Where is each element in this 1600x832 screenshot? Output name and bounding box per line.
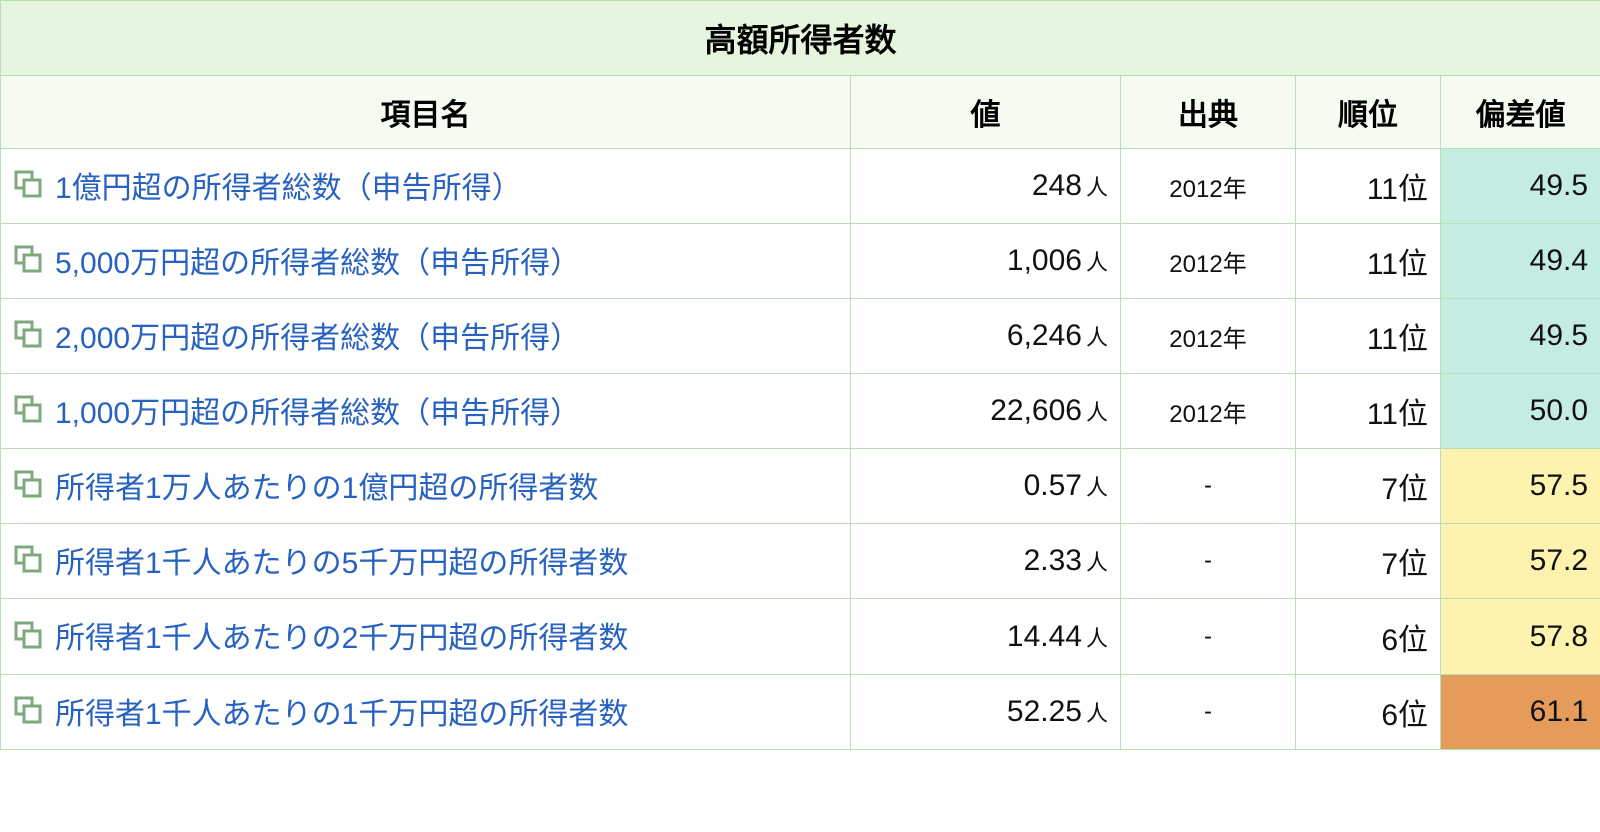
header-dev: 偏差値 <box>1441 76 1600 149</box>
cell-deviation: 49.5 <box>1441 149 1600 224</box>
item-link[interactable]: 所得者1万人あたりの1億円超の所得者数 <box>55 472 598 505</box>
table-row: 所得者1千人あたりの5千万円超の所得者数 2.33人-7位57.2 <box>1 524 1600 599</box>
item-link[interactable]: 所得者1千人あたりの5千万円超の所得者数 <box>55 547 628 580</box>
value-number: 2.33 <box>1024 544 1082 577</box>
table-row: 1億円超の所得者総数（申告所得）248人2012年11位49.5 <box>1 149 1600 224</box>
header-value: 値 <box>851 76 1121 149</box>
item-link[interactable]: 所得者1千人あたりの1千万円超の所得者数 <box>55 698 628 731</box>
table-title: 高額所得者数 <box>1 1 1600 76</box>
value-number: 1,006 <box>1007 244 1082 277</box>
value-unit: 人 <box>1086 250 1108 275</box>
value-number: 0.57 <box>1024 469 1082 502</box>
item-link[interactable]: 2,000万円超の所得者総数（申告所得） <box>55 322 580 355</box>
copy-icon[interactable] <box>13 544 43 582</box>
cell-name: 所得者1千人あたりの1千万円超の所得者数 <box>1 674 851 749</box>
copy-icon[interactable] <box>13 695 43 733</box>
table-row: 所得者1万人あたりの1億円超の所得者数 0.57人-7位57.5 <box>1 449 1600 524</box>
item-link[interactable]: 5,000万円超の所得者総数（申告所得） <box>55 247 580 280</box>
value-number: 52.25 <box>1007 695 1082 728</box>
cell-rank: 7位 <box>1296 449 1441 524</box>
value-number: 6,246 <box>1007 319 1082 352</box>
cell-rank: 11位 <box>1296 149 1441 224</box>
item-link[interactable]: 1億円超の所得者総数（申告所得） <box>55 172 522 205</box>
high-income-table: 高額所得者数 項目名 値 出典 順位 偏差値 1億円超の所得者総数（申告所得） 2… <box>0 0 1600 750</box>
cell-deviation: 49.5 <box>1441 299 1600 374</box>
value-unit: 人 <box>1086 701 1108 726</box>
cell-rank: 11位 <box>1296 299 1441 374</box>
header-rank: 順位 <box>1296 76 1441 149</box>
cell-rank: 11位 <box>1296 224 1441 299</box>
cell-deviation: 61.1 <box>1441 674 1600 749</box>
value-number: 248 <box>1032 169 1082 202</box>
cell-deviation: 57.8 <box>1441 599 1600 674</box>
copy-icon[interactable] <box>13 620 43 658</box>
value-unit: 人 <box>1086 626 1108 651</box>
item-link[interactable]: 所得者1千人あたりの2千万円超の所得者数 <box>55 622 628 655</box>
title-row: 高額所得者数 <box>1 1 1600 76</box>
cell-deviation: 57.5 <box>1441 449 1600 524</box>
value-unit: 人 <box>1086 475 1108 500</box>
cell-source: - <box>1121 599 1296 674</box>
copy-icon[interactable] <box>13 469 43 507</box>
cell-value: 0.57人 <box>851 449 1121 524</box>
item-link[interactable]: 1,000万円超の所得者総数（申告所得） <box>55 397 580 430</box>
header-name: 項目名 <box>1 76 851 149</box>
cell-name: 2,000万円超の所得者総数（申告所得） <box>1 299 851 374</box>
value-unit: 人 <box>1086 325 1108 350</box>
cell-source: 2012年 <box>1121 299 1296 374</box>
table-row: 2,000万円超の所得者総数（申告所得）6,246人2012年11位49.5 <box>1 299 1600 374</box>
cell-value: 22,606人 <box>851 374 1121 449</box>
value-number: 14.44 <box>1007 620 1082 653</box>
header-source: 出典 <box>1121 76 1296 149</box>
table-container: 高額所得者数 項目名 値 出典 順位 偏差値 1億円超の所得者総数（申告所得） 2… <box>0 0 1600 750</box>
cell-name: 所得者1千人あたりの2千万円超の所得者数 <box>1 599 851 674</box>
cell-rank: 6位 <box>1296 599 1441 674</box>
table-head: 高額所得者数 項目名 値 出典 順位 偏差値 <box>1 1 1600 149</box>
value-unit: 人 <box>1086 175 1108 200</box>
cell-value: 2.33人 <box>851 524 1121 599</box>
cell-source: 2012年 <box>1121 374 1296 449</box>
table-row: 1,000万円超の所得者総数（申告所得）22,606人2012年11位50.0 <box>1 374 1600 449</box>
cell-rank: 7位 <box>1296 524 1441 599</box>
copy-icon[interactable] <box>13 244 43 282</box>
cell-name: 5,000万円超の所得者総数（申告所得） <box>1 224 851 299</box>
copy-icon[interactable] <box>13 394 43 432</box>
cell-value: 52.25人 <box>851 674 1121 749</box>
cell-source: 2012年 <box>1121 224 1296 299</box>
cell-value: 1,006人 <box>851 224 1121 299</box>
header-row: 項目名 値 出典 順位 偏差値 <box>1 76 1600 149</box>
cell-name: 所得者1千人あたりの5千万円超の所得者数 <box>1 524 851 599</box>
cell-name: 1,000万円超の所得者総数（申告所得） <box>1 374 851 449</box>
cell-deviation: 49.4 <box>1441 224 1600 299</box>
cell-rank: 6位 <box>1296 674 1441 749</box>
table-row: 所得者1千人あたりの1千万円超の所得者数 52.25人-6位61.1 <box>1 674 1600 749</box>
cell-name: 所得者1万人あたりの1億円超の所得者数 <box>1 449 851 524</box>
cell-source: - <box>1121 674 1296 749</box>
table-body: 1億円超の所得者総数（申告所得）248人2012年11位49.55,000万円超… <box>1 149 1600 750</box>
value-unit: 人 <box>1086 400 1108 425</box>
cell-deviation: 57.2 <box>1441 524 1600 599</box>
value-number: 22,606 <box>990 394 1082 427</box>
cell-source: 2012年 <box>1121 149 1296 224</box>
cell-rank: 11位 <box>1296 374 1441 449</box>
table-row: 所得者1千人あたりの2千万円超の所得者数 14.44人-6位57.8 <box>1 599 1600 674</box>
cell-value: 248人 <box>851 149 1121 224</box>
cell-deviation: 50.0 <box>1441 374 1600 449</box>
cell-value: 14.44人 <box>851 599 1121 674</box>
cell-value: 6,246人 <box>851 299 1121 374</box>
table-row: 5,000万円超の所得者総数（申告所得）1,006人2012年11位49.4 <box>1 224 1600 299</box>
value-unit: 人 <box>1086 550 1108 575</box>
copy-icon[interactable] <box>13 319 43 357</box>
cell-source: - <box>1121 449 1296 524</box>
cell-source: - <box>1121 524 1296 599</box>
cell-name: 1億円超の所得者総数（申告所得） <box>1 149 851 224</box>
copy-icon[interactable] <box>13 169 43 207</box>
